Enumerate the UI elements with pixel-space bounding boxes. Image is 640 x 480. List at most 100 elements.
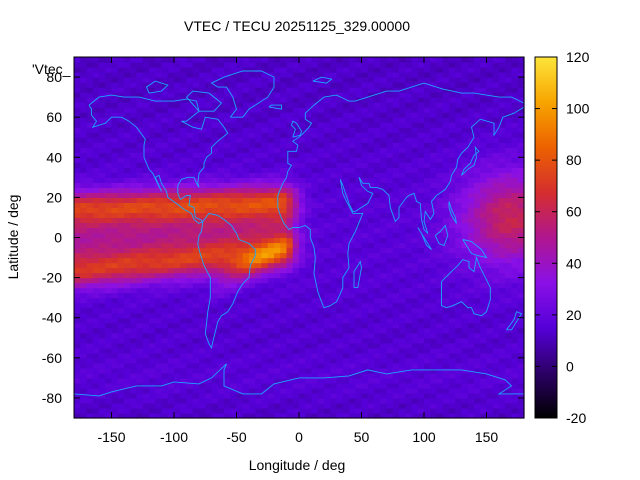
heatmap-cell [411,277,419,284]
heatmap-cell [455,407,463,414]
heatmap-cell [155,352,163,359]
heatmap-cell [167,287,175,294]
heatmap-cell [324,202,331,209]
heatmap-cell [424,92,431,98]
heatmap-cell [411,312,419,319]
heatmap-cell [199,97,206,103]
heatmap-cell [430,217,438,224]
heatmap-cell [442,332,450,339]
heatmap-cell [317,167,325,173]
heatmap-cell [367,297,375,304]
heatmap-cell [449,82,456,88]
heatmap-cell [111,287,119,294]
heatmap-cell [367,177,375,183]
heatmap-cell [86,172,94,178]
heatmap-cell [167,397,175,404]
heatmap-cell [317,162,325,168]
heatmap-cell [492,187,500,193]
heatmap-cell [142,72,150,78]
heatmap-cell [199,267,206,274]
heatmap-cell [99,262,106,269]
heatmap-cell [167,87,175,93]
heatmap-cell [230,402,238,409]
heatmap-cell [130,247,138,254]
heatmap-cell [430,197,438,203]
heatmap-cell [461,377,469,384]
heatmap-cell [442,262,450,269]
heatmap-cell [242,317,250,324]
heatmap-cell [174,252,181,259]
heatmap-cell [180,187,188,193]
heatmap-cell [417,372,425,379]
heatmap-cell [261,262,269,269]
heatmap-cell [486,157,494,163]
heatmap-cell [480,232,488,239]
heatmap-cell [180,107,188,113]
heatmap-cell [155,312,163,319]
heatmap-cell [280,347,288,354]
heatmap-cell [117,107,125,113]
heatmap-cell [486,252,494,259]
heatmap-cell [417,267,425,274]
heatmap-cell [186,162,194,168]
heatmap-cell [142,277,150,284]
heatmap-cell [411,102,419,108]
heatmap-cell [336,362,344,369]
heatmap-cell [186,122,194,128]
heatmap-cell [342,137,350,143]
heatmap-cell [217,407,225,414]
heatmap-cell [286,412,294,419]
heatmap-cell [292,322,300,329]
heatmap-cell [186,72,194,78]
heatmap-cell [436,377,444,384]
heatmap-cell [355,352,363,359]
heatmap-cell [142,112,150,118]
heatmap-cell [430,187,438,193]
heatmap-cell [199,302,206,309]
heatmap-cell [174,327,181,334]
heatmap-cell [167,312,175,319]
heatmap-cell [205,127,213,133]
heatmap-cell [305,342,313,349]
heatmap-cell [442,77,450,83]
heatmap-cell [155,107,163,113]
heatmap-cell [361,397,369,404]
heatmap-cell [374,182,381,188]
heatmap-cell [117,67,125,73]
heatmap-cell [149,332,156,339]
heatmap-cell [455,242,463,249]
heatmap-cell [99,202,106,209]
heatmap-cell [499,187,506,193]
heatmap-cell [186,217,194,224]
heatmap-cell [411,117,419,123]
heatmap-cell [280,227,288,234]
heatmap-cell [442,252,450,259]
heatmap-cell [224,342,231,349]
heatmap-cell [367,372,375,379]
heatmap-cell [80,197,88,203]
heatmap-cell [492,377,500,384]
heatmap-cell [224,307,231,314]
heatmap-cell [99,272,106,279]
heatmap-cell [224,207,231,214]
heatmap-cell [130,387,138,394]
heatmap-cell [161,227,169,234]
heatmap-cell [399,122,406,128]
heatmap-cell [267,87,275,93]
heatmap-cell [117,152,125,158]
heatmap-cell [280,117,288,123]
heatmap-cell [411,272,419,279]
heatmap-cell [136,367,144,374]
heatmap-cell [105,187,113,193]
heatmap-cell [411,162,419,168]
heatmap-cell [86,327,94,334]
heatmap-cell [236,292,244,299]
heatmap-cell [480,337,488,344]
heatmap-cell [449,357,456,364]
heatmap-cell [211,372,219,379]
heatmap-cell [486,257,494,264]
heatmap-cell [74,227,81,234]
heatmap-cell [136,297,144,304]
heatmap-cell [80,222,88,229]
heatmap-cell [136,72,144,78]
